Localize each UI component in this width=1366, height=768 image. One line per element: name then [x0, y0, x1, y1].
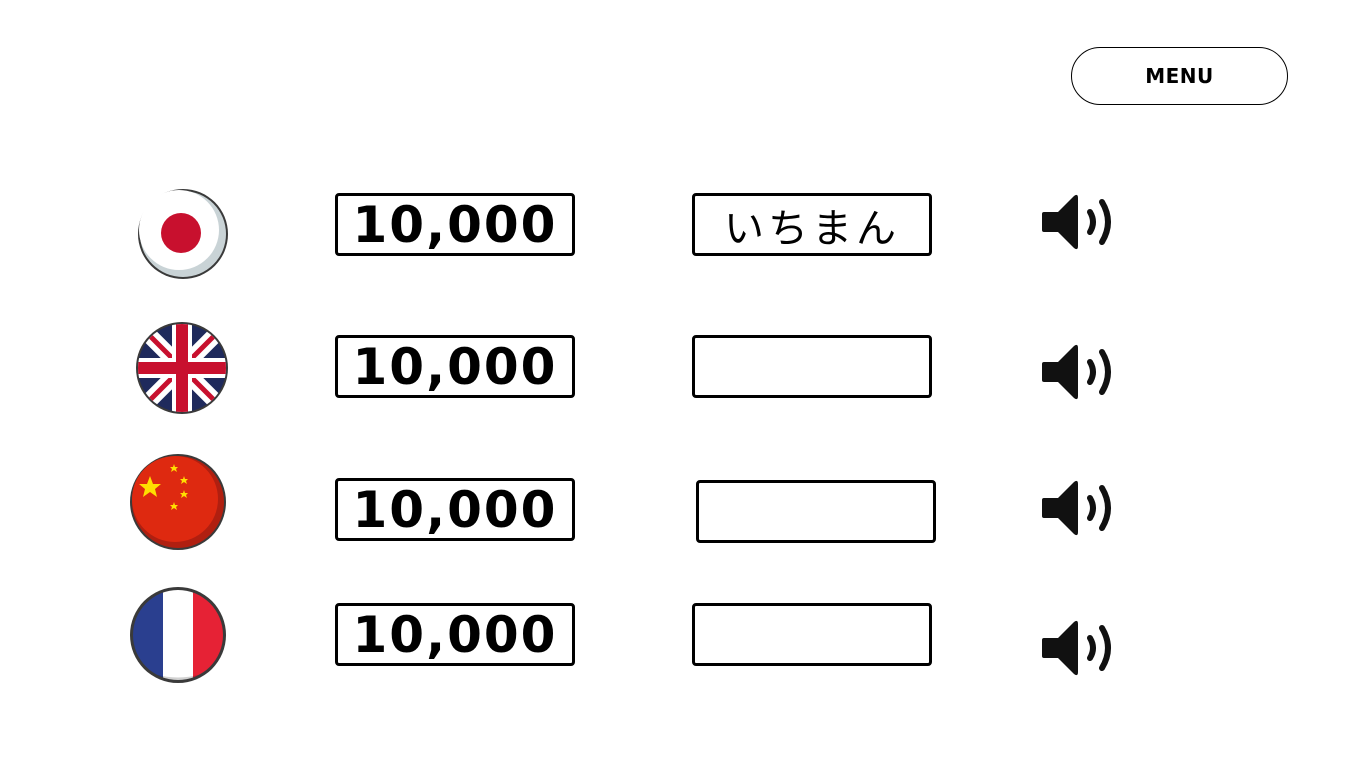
row-japan: 10,000 いちまん — [0, 182, 1366, 282]
speaker-icon[interactable] — [1040, 190, 1124, 254]
word-input[interactable] — [696, 480, 936, 543]
speaker-icon[interactable] — [1040, 616, 1124, 680]
france-flag-icon — [128, 585, 228, 685]
china-flag-icon — [128, 452, 228, 552]
speaker-icon[interactable] — [1040, 476, 1124, 540]
menu-button[interactable]: MENU — [1071, 47, 1288, 105]
row-france: 10,000 — [0, 585, 1366, 685]
number-box: 10,000 — [335, 478, 575, 541]
speaker-icon[interactable] — [1040, 340, 1124, 404]
word-input[interactable]: いちまん — [692, 193, 932, 256]
row-china: 10,000 — [0, 452, 1366, 552]
row-uk: 10,000 — [0, 318, 1366, 418]
number-box: 10,000 — [335, 335, 575, 398]
word-input[interactable] — [692, 603, 932, 666]
number-box: 10,000 — [335, 193, 575, 256]
uk-flag-icon — [132, 318, 232, 418]
japan-flag-icon — [133, 184, 233, 284]
word-input[interactable] — [692, 335, 932, 398]
number-box: 10,000 — [335, 603, 575, 666]
